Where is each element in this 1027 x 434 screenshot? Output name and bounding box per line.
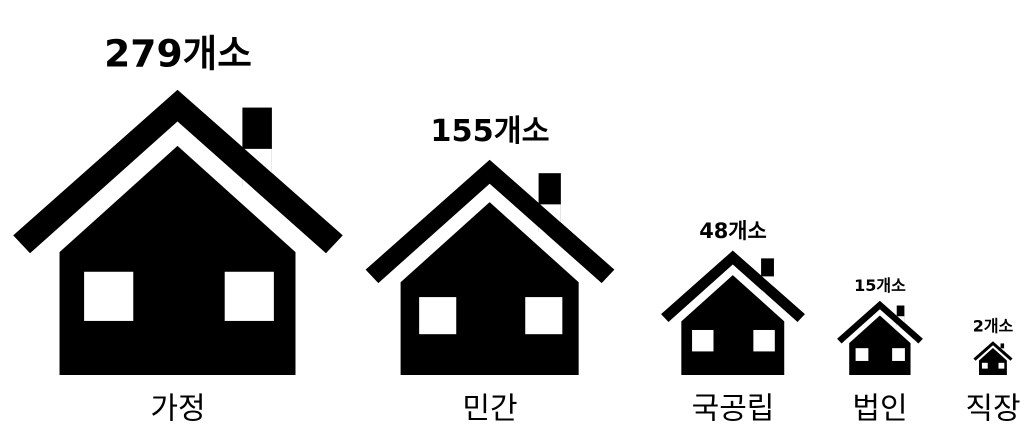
chimney bbox=[896, 305, 905, 326]
window bbox=[224, 271, 274, 321]
window bbox=[855, 348, 869, 361]
category-label: 민간 bbox=[462, 392, 517, 427]
window bbox=[753, 329, 775, 352]
roof bbox=[365, 159, 615, 284]
house-icon bbox=[661, 250, 805, 375]
window bbox=[419, 297, 457, 335]
window bbox=[84, 271, 134, 321]
house-icon bbox=[13, 89, 343, 375]
chimney bbox=[1000, 343, 1005, 353]
value-label: 48개소 bbox=[699, 219, 767, 243]
value-label: 155개소 bbox=[430, 114, 549, 149]
value-label: 15개소 bbox=[854, 276, 906, 295]
window bbox=[998, 362, 1005, 369]
house-icon bbox=[973, 341, 1013, 375]
roof bbox=[13, 89, 343, 254]
window bbox=[892, 348, 905, 361]
category-label: 직장 bbox=[965, 392, 1020, 427]
category-label: 국공립 bbox=[692, 392, 775, 427]
roof bbox=[973, 341, 1013, 361]
window bbox=[981, 362, 988, 369]
roof bbox=[661, 250, 805, 322]
roof bbox=[837, 300, 923, 344]
category-label: 가정 bbox=[150, 392, 205, 427]
value-label: 2개소 bbox=[973, 316, 1014, 335]
house-icon bbox=[837, 300, 923, 375]
house-icon bbox=[365, 159, 615, 375]
value-label: 279개소 bbox=[104, 32, 252, 76]
window bbox=[692, 329, 714, 352]
window bbox=[525, 297, 563, 335]
category-label: 법인 bbox=[852, 392, 907, 427]
